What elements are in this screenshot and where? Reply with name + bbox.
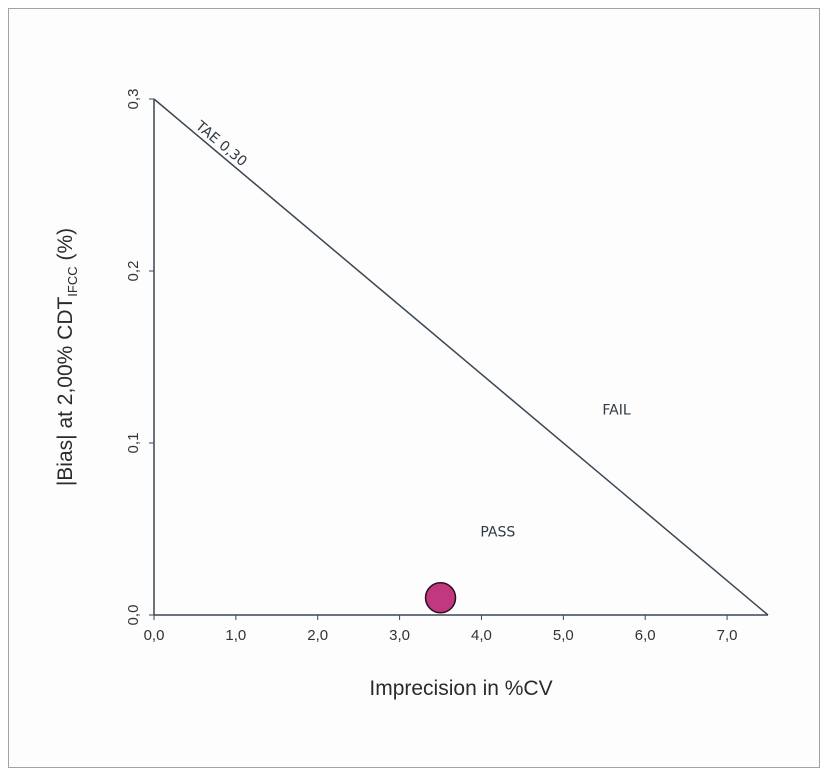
region-label-pass: PASS [480, 524, 515, 540]
x-tick-label: 2,0 [307, 627, 328, 644]
y-axis-title-suffix: (%) [54, 228, 77, 267]
region-labels: FAIL PASS [480, 402, 630, 540]
x-tick-labels: 0,0 1,0 2,0 3,0 4,0 5,0 6,0 7,0 [144, 615, 738, 644]
x-tick-label: 4,0 [471, 627, 492, 644]
y-tick-labels: 0,0 0,1 0,2 0,3 [125, 89, 154, 626]
y-tick-label: 0,1 [125, 433, 142, 454]
data-point [424, 582, 457, 614]
y-tick-label: 0,3 [125, 89, 142, 110]
data-points [424, 582, 457, 614]
x-tick-label: 5,0 [553, 627, 574, 644]
x-tick-label: 0,0 [144, 627, 165, 644]
imprecision-bias-chart: 0,0 1,0 2,0 3,0 4,0 5,0 6,0 7,0 0,0 0,1 0,2 0,3 TA… [54, 89, 769, 700]
x-tick-label: 1,0 [225, 627, 246, 644]
tae-limit-label: TAE 0,30 [192, 118, 250, 170]
y-tick-label: 0,2 [125, 261, 142, 282]
tae-limit-line [153, 98, 769, 616]
region-label-fail: FAIL [602, 402, 630, 418]
x-tick-label: 3,0 [389, 627, 410, 644]
figure-frame: 0,0 1,0 2,0 3,0 4,0 5,0 6,0 7,0 0,0 0,1 0,2 0,3 TA… [8, 8, 820, 768]
x-axis-title: Imprecision in %CV [369, 677, 552, 700]
y-tick-label: 0,0 [125, 605, 142, 626]
x-tick-label: 7,0 [717, 627, 738, 644]
x-tick-label: 6,0 [635, 627, 656, 644]
y-axis-title: |Bias| at 2,00% CDTIFCC (%) [54, 228, 80, 486]
axes [153, 99, 768, 616]
y-axis-title-main: |Bias| at 2,00% CDT [54, 297, 77, 487]
y-axis-title-subscript: IFCC [65, 266, 80, 296]
